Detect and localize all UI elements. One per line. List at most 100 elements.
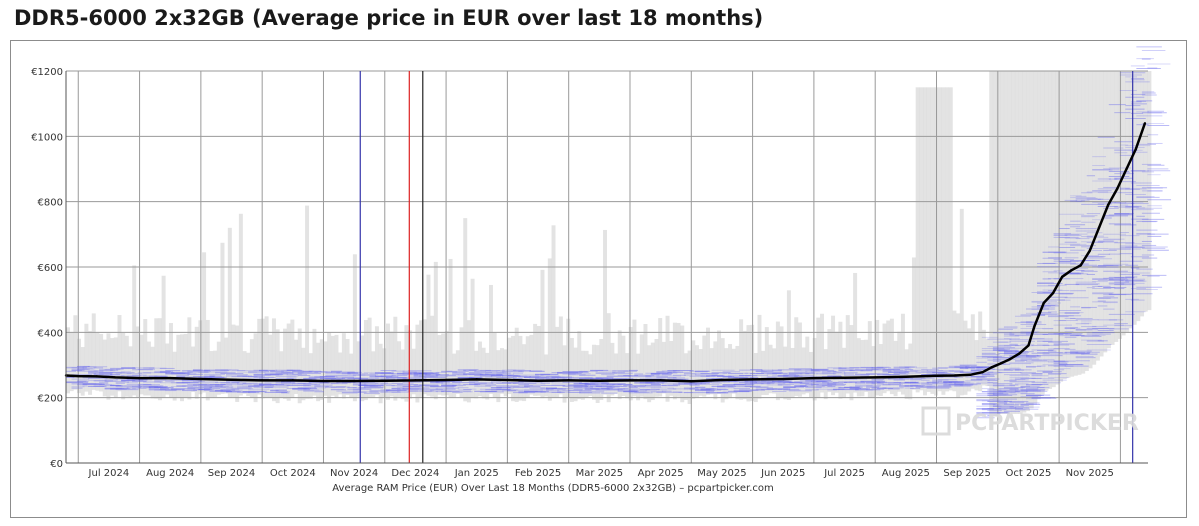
range-band — [658, 318, 663, 397]
range-band — [514, 327, 519, 402]
range-band — [1007, 71, 1012, 414]
range-band — [904, 349, 909, 399]
range-band — [316, 342, 321, 402]
range-band — [400, 349, 405, 400]
range-band — [1048, 71, 1053, 389]
range-band — [268, 334, 273, 398]
range-band — [496, 350, 501, 403]
page-title: DDR5-6000 2x32GB (Average price in EUR o… — [14, 6, 764, 30]
range-band — [676, 322, 681, 397]
y-tick-label: €0 — [50, 459, 63, 470]
range-band — [224, 337, 229, 394]
range-band — [1000, 71, 1005, 414]
range-band — [69, 332, 74, 392]
x-tick-label: Sep 2025 — [943, 468, 990, 479]
range-band — [702, 335, 707, 397]
range-band — [764, 327, 769, 396]
axes — [65, 71, 1148, 464]
range-band — [591, 344, 596, 400]
range-band — [84, 323, 89, 392]
range-band — [246, 352, 251, 397]
data-point — [1033, 324, 1036, 327]
data-point — [990, 366, 993, 369]
y-tick-label: €600 — [38, 263, 63, 274]
range-band — [838, 321, 843, 399]
data-point — [598, 379, 601, 382]
range-band — [1073, 71, 1078, 376]
data-point — [138, 376, 141, 380]
range-band — [900, 313, 905, 395]
range-band — [511, 335, 516, 402]
range-band — [422, 319, 427, 395]
range-band — [113, 337, 118, 398]
chart-container: PCPARTPICKER €0 €200 €400 €600 €800 €1000 €120… — [10, 40, 1187, 518]
data-point — [95, 375, 98, 378]
range-band — [805, 336, 810, 394]
range-band — [279, 351, 284, 398]
range-band — [286, 323, 291, 401]
range-band — [157, 318, 162, 401]
y-tick-label: €1000 — [31, 132, 63, 143]
range-band — [654, 339, 659, 397]
range-band — [135, 326, 140, 398]
range-band — [338, 352, 343, 395]
range-band — [253, 333, 258, 403]
range-band — [661, 341, 666, 394]
range-band — [797, 322, 802, 397]
data-point — [1106, 203, 1110, 207]
range-band — [238, 213, 243, 396]
range-band — [430, 315, 435, 397]
data-point — [260, 379, 264, 382]
range-band — [363, 320, 368, 401]
range-band — [856, 338, 861, 397]
range-band — [1051, 71, 1056, 388]
range-band — [643, 323, 648, 400]
range-band — [319, 339, 324, 400]
range-band — [867, 321, 872, 398]
range-band — [584, 350, 589, 398]
range-band — [687, 350, 692, 404]
range-band — [650, 342, 655, 401]
range-band — [455, 350, 460, 394]
range-band — [91, 313, 96, 390]
range-band — [757, 314, 762, 399]
x-tick-label: Jun 2025 — [760, 468, 805, 479]
data-point — [1088, 249, 1091, 252]
range-band — [672, 322, 677, 400]
range-band — [507, 337, 512, 395]
range-band — [213, 350, 218, 398]
x-tick-label: Oct 2025 — [1005, 468, 1051, 479]
range-band — [117, 315, 122, 392]
range-band — [831, 315, 836, 396]
range-band — [945, 87, 950, 392]
range-band — [448, 258, 453, 398]
range-band — [408, 330, 413, 399]
range-band — [500, 348, 505, 394]
range-band — [404, 325, 409, 402]
y-tick-label: €200 — [38, 394, 63, 405]
average-price-line — [64, 122, 1147, 383]
range-band — [779, 326, 784, 398]
range-band — [595, 345, 600, 404]
range-band — [1026, 71, 1030, 412]
range-band — [1033, 71, 1038, 404]
range-band — [102, 339, 107, 397]
range-band — [180, 334, 185, 402]
range-band — [492, 332, 497, 398]
range-band — [731, 348, 736, 394]
range-band — [544, 354, 549, 397]
data-point — [230, 378, 233, 381]
watermark-logo-icon — [921, 406, 951, 436]
range-band — [411, 348, 416, 395]
range-band — [1037, 71, 1042, 399]
range-band — [911, 257, 916, 390]
range-band — [845, 315, 850, 394]
range-band — [209, 351, 214, 398]
range-band — [926, 87, 931, 392]
range-band — [720, 338, 725, 403]
range-band — [205, 319, 210, 401]
range-band — [522, 344, 527, 402]
range-band — [706, 327, 710, 395]
x-tick-label: Aug 2024 — [146, 468, 194, 479]
range-band — [970, 314, 975, 389]
